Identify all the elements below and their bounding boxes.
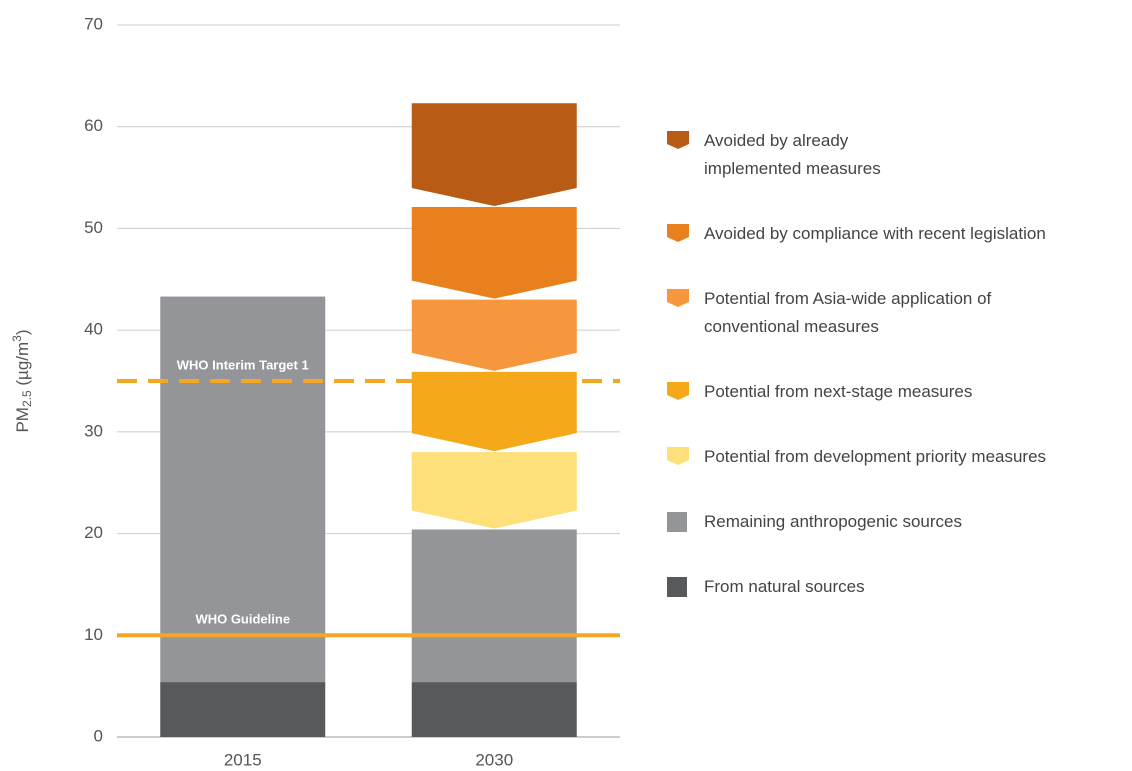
legend-swatch [667, 577, 687, 597]
y-tick-label: 50 [84, 218, 103, 237]
y-tick-label: 20 [84, 523, 103, 542]
legend-entry: Potential from Asia-wide application of … [667, 285, 1046, 341]
y-label-part: (µg/m [13, 342, 32, 391]
legend-label: Potential from next-stage measures [704, 382, 973, 401]
y-label-part: PM [13, 407, 32, 433]
y-tick-label: 10 [84, 625, 103, 644]
y-label-part: ) [13, 329, 32, 335]
y-tick-label: 0 [94, 726, 103, 745]
y-label-sup: 3 [10, 335, 24, 342]
y-tick-label: 30 [84, 421, 103, 440]
bar-segment [160, 296, 326, 683]
legend-entry: From natural sources [667, 573, 1046, 601]
bar-segment [411, 452, 577, 529]
legend-label: From natural sources [704, 577, 865, 596]
legend-icon [667, 382, 689, 400]
y-tick-label: 70 [84, 14, 103, 33]
x-tick-label: 2030 [475, 750, 513, 769]
legend-icon [667, 131, 689, 149]
legend-icon [667, 447, 689, 465]
legend-label: Avoided by compliance with recent legisl… [704, 224, 1046, 243]
legend-icon [667, 512, 687, 532]
legend-entry: Potential from development priority meas… [667, 443, 1046, 471]
bar-segment [411, 529, 577, 683]
legend-label: Avoided by already implemented measures [704, 131, 881, 178]
x-tick-label: 2015 [224, 750, 262, 769]
legend-swatch [667, 447, 689, 465]
y-tick-label: 40 [84, 320, 103, 339]
bar-segment [160, 682, 326, 737]
legend-icon [667, 577, 687, 597]
bar-segment [411, 682, 577, 737]
legend-label: Remaining anthropogenic sources [704, 512, 962, 531]
legend-entry: Potential from next-stage measures [667, 378, 1046, 406]
bar-segment [411, 299, 577, 371]
legend: Avoided by already implemented measures A… [667, 127, 1046, 601]
bar-segment [411, 103, 577, 207]
legend-swatch [667, 224, 689, 242]
y-tick-label: 60 [84, 116, 103, 135]
legend-icon [667, 289, 689, 307]
legend-icon [667, 224, 689, 242]
y-label-sub: 2.5 [20, 390, 34, 407]
reference-label: WHO Interim Target 1 [177, 357, 309, 372]
legend-entry: Remaining anthropogenic sources [667, 508, 1046, 536]
legend-entry: Avoided by already implemented measures [667, 127, 1046, 183]
bar-segment [411, 371, 577, 452]
legend-swatch [667, 289, 689, 307]
legend-entry: Avoided by compliance with recent legisl… [667, 220, 1046, 248]
bar-segment [411, 207, 577, 299]
reference-label: WHO Guideline [195, 612, 290, 627]
legend-swatch [667, 131, 689, 149]
legend-swatch [667, 512, 687, 532]
legend-label: Potential from Asia-wide application of … [704, 289, 992, 336]
legend-label: Potential from development priority meas… [704, 447, 1047, 466]
legend-swatch [667, 382, 689, 400]
y-axis-label: PM2.5 (µg/m3) [10, 329, 34, 432]
